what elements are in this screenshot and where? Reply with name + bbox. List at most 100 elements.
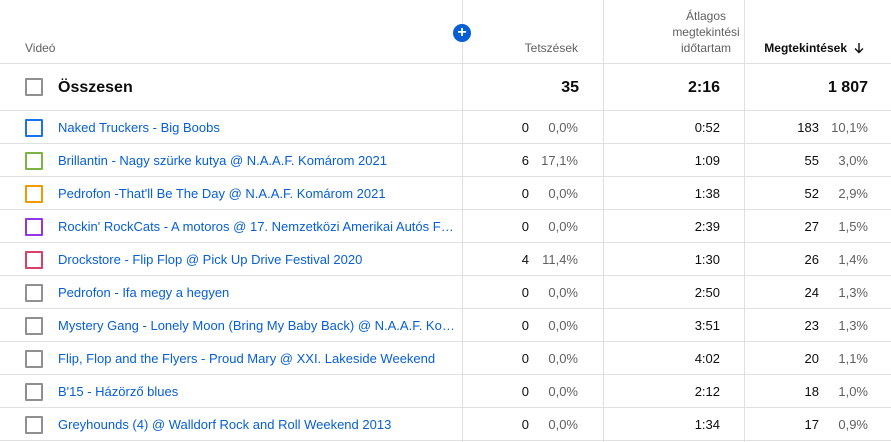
table-row: Flip, Flop and the Flyers - Proud Mary @… [0, 342, 891, 375]
video-title-link[interactable]: Mystery Gang - Lonely Moon (Bring My Bab… [58, 318, 456, 333]
likes-value: 0 [521, 417, 529, 432]
likes-percent: 0,0% [548, 186, 578, 201]
likes-percent: 0,0% [548, 417, 578, 432]
views-value: 26 [804, 252, 819, 267]
divider [0, 308, 891, 309]
views-percent: 2,9% [838, 186, 868, 201]
row-checkbox[interactable] [25, 251, 43, 269]
avg-duration-value: 1:38 [694, 186, 720, 201]
select-all-checkbox[interactable] [25, 78, 43, 96]
likes-percent: 0,0% [548, 351, 578, 366]
avg-duration-value: 1:09 [694, 153, 720, 168]
views-value: 23 [804, 318, 819, 333]
table-row: Brillantin - Nagy szürke kutya @ N.A.A.F… [0, 144, 891, 177]
views-percent: 1,0% [838, 384, 868, 399]
total-avg-duration: 2:16 [687, 79, 720, 96]
likes-value: 0 [521, 351, 529, 366]
views-percent: 1,3% [838, 285, 868, 300]
divider [0, 407, 891, 408]
views-percent: 1,1% [838, 351, 868, 366]
views-value: 55 [804, 153, 819, 168]
likes-value: 0 [521, 219, 529, 234]
plus-icon[interactable]: + [453, 24, 471, 42]
views-percent: 0,9% [838, 417, 868, 432]
total-likes: 35 [561, 79, 579, 96]
avg-duration-value: 2:39 [694, 219, 720, 234]
likes-value: 0 [521, 285, 529, 300]
video-title-link[interactable]: Naked Truckers - Big Boobs [58, 120, 220, 135]
video-title-link[interactable]: Rockin' RockCats - A motoros @ 17. Nemze… [58, 219, 456, 234]
views-percent: 1,3% [838, 318, 868, 333]
likes-percent: 0,0% [548, 219, 578, 234]
likes-percent: 0,0% [548, 285, 578, 300]
views-value: 20 [804, 351, 819, 366]
video-title-link[interactable]: Drockstore - Flip Flop @ Pick Up Drive F… [58, 252, 363, 267]
table-row: Drockstore - Flip Flop @ Pick Up Drive F… [0, 243, 891, 276]
row-checkbox[interactable] [25, 416, 43, 434]
divider [0, 341, 891, 342]
video-title-link[interactable]: B'15 - Házörző blues [58, 384, 179, 399]
header-views[interactable]: Megtekintések [764, 41, 865, 55]
likes-percent: 0,0% [548, 120, 578, 135]
video-title-link[interactable]: Pedrofon -That'll Be The Day @ N.A.A.F. … [58, 186, 386, 201]
row-checkbox[interactable] [25, 185, 43, 203]
total-row: Összesen 35 2:16 1 807 [0, 64, 891, 110]
header-avg-duration[interactable]: Átlagos megtekintési időtartam [672, 9, 740, 55]
avg-duration-value: 2:12 [694, 384, 720, 399]
likes-value: 6 [521, 153, 529, 168]
views-value: 183 [797, 120, 819, 135]
likes-percent: 0,0% [548, 384, 578, 399]
column-divider [744, 0, 745, 442]
row-checkbox[interactable] [25, 152, 43, 170]
views-percent: 3,0% [838, 153, 868, 168]
header-views-label: Megtekintések [764, 41, 847, 55]
avg-duration-value: 0:52 [694, 120, 720, 135]
row-checkbox[interactable] [25, 350, 43, 368]
table-row: B'15 - Házörző blues 0 0,0% 2:12 18 1,0% [0, 375, 891, 408]
views-percent: 1,4% [838, 252, 868, 267]
arrow-down-icon [854, 43, 864, 54]
table-row: Pedrofon - Ifa megy a hegyen 0 0,0% 2:50… [0, 276, 891, 309]
views-percent: 1,5% [838, 219, 868, 234]
views-value: 27 [804, 219, 819, 234]
divider [0, 209, 891, 210]
header-likes[interactable]: Tetszések [524, 41, 578, 55]
total-label: Összesen [58, 79, 133, 96]
column-divider [603, 0, 604, 442]
table-row: Pedrofon -That'll Be The Day @ N.A.A.F. … [0, 177, 891, 210]
row-checkbox[interactable] [25, 218, 43, 236]
likes-value: 0 [521, 318, 529, 333]
header-video[interactable]: Videó [25, 41, 56, 55]
views-value: 24 [804, 285, 819, 300]
avg-duration-value: 1:30 [694, 252, 720, 267]
divider [0, 440, 891, 441]
table-row: Mystery Gang - Lonely Moon (Bring My Bab… [0, 309, 891, 342]
divider [0, 110, 891, 111]
likes-percent: 17,1% [541, 153, 578, 168]
likes-value: 0 [521, 384, 529, 399]
views-value: 17 [804, 417, 819, 432]
avg-duration-value: 2:50 [694, 285, 720, 300]
views-value: 18 [804, 384, 819, 399]
table-row: Rockin' RockCats - A motoros @ 17. Nemze… [0, 210, 891, 243]
views-value: 52 [804, 186, 819, 201]
likes-percent: 0,0% [548, 318, 578, 333]
total-views: 1 807 [827, 79, 868, 96]
row-checkbox[interactable] [25, 284, 43, 302]
row-checkbox[interactable] [25, 317, 43, 335]
divider [0, 176, 891, 177]
video-title-link[interactable]: Pedrofon - Ifa megy a hegyen [58, 285, 230, 300]
video-title-link[interactable]: Greyhounds (4) @ Walldorf Rock and Roll … [58, 417, 392, 432]
video-title-link[interactable]: Flip, Flop and the Flyers - Proud Mary @… [58, 351, 436, 366]
video-title-link[interactable]: Brillantin - Nagy szürke kutya @ N.A.A.F… [58, 153, 387, 168]
divider [0, 374, 891, 375]
avg-duration-value: 4:02 [694, 351, 720, 366]
views-percent: 10,1% [831, 120, 868, 135]
divider [0, 143, 891, 144]
row-checkbox[interactable] [25, 119, 43, 137]
divider [0, 275, 891, 276]
likes-value: 0 [521, 186, 529, 201]
row-checkbox[interactable] [25, 383, 43, 401]
avg-duration-value: 3:51 [694, 318, 720, 333]
